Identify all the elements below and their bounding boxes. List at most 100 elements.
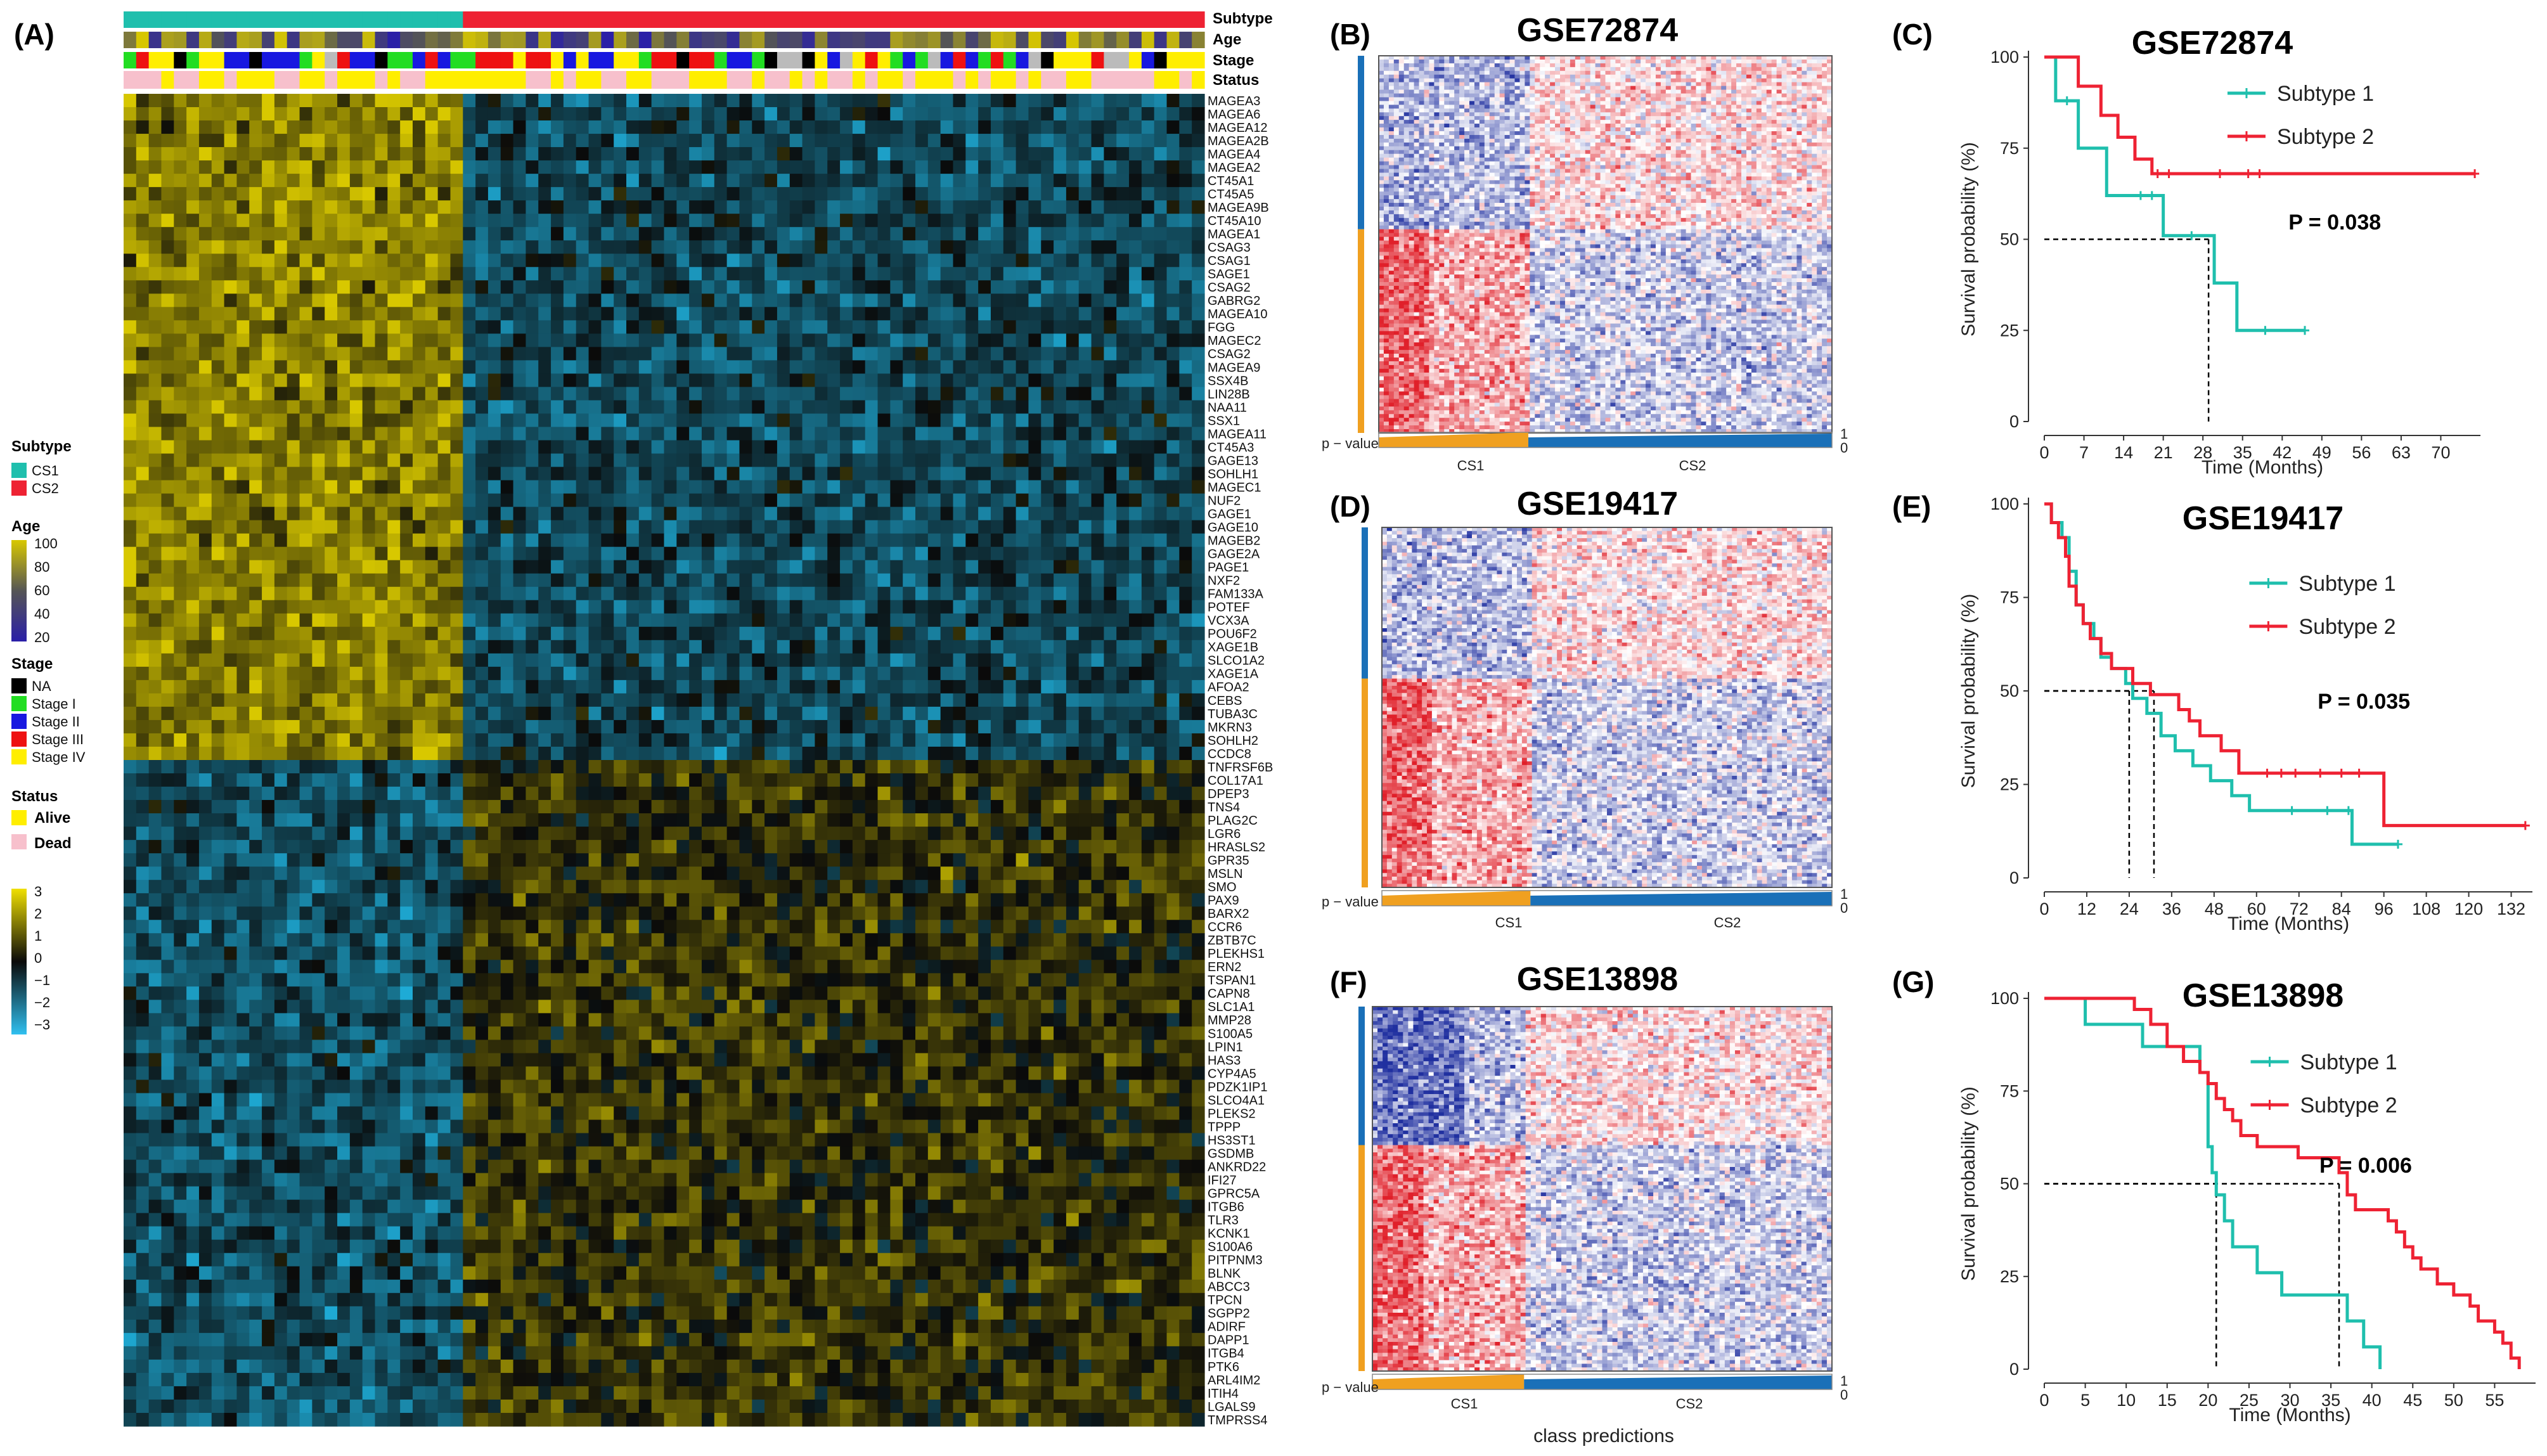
heatmap-cell xyxy=(224,107,237,121)
heatmap-cell xyxy=(1179,147,1192,161)
heatmap-cell xyxy=(488,134,501,148)
heatmap-cell xyxy=(1041,120,1054,134)
annotation-stage-cell xyxy=(953,52,965,68)
heatmap-cell xyxy=(136,134,149,148)
annotation-stage-cell xyxy=(601,52,614,68)
heatmap-cell xyxy=(425,94,438,108)
heatmap-cell xyxy=(764,120,777,134)
heatmap-cell xyxy=(1116,107,1129,121)
annotation-status-cell xyxy=(978,71,991,89)
panel-label-g: (G) xyxy=(1892,965,1934,998)
heatmap-cell xyxy=(576,147,589,161)
annotation-age-cell xyxy=(1129,32,1142,48)
heatmap-cell xyxy=(1167,174,1180,188)
annotation-stage-cell xyxy=(1179,52,1192,68)
annotation-status-cell xyxy=(664,71,677,89)
heatmap-cell xyxy=(212,94,224,108)
annotation-status-cell xyxy=(526,71,538,89)
heatmap-cell xyxy=(274,107,287,121)
heatmap-cell xyxy=(626,147,639,161)
annotation-status-cell xyxy=(915,71,928,89)
heatmap-cell xyxy=(727,160,740,174)
heatmap-cell xyxy=(965,174,978,188)
heatmap-cell xyxy=(827,160,840,174)
heatmap-cell xyxy=(714,147,727,161)
heatmap-cell xyxy=(212,187,224,201)
annotation-status-cell xyxy=(614,71,626,89)
heatmap-cell xyxy=(551,147,564,161)
heatmap-cell xyxy=(325,160,337,174)
annotation-status-cell xyxy=(1104,71,1116,89)
heatmap-cell xyxy=(790,107,803,121)
heatmap-cell xyxy=(953,94,965,108)
heatmap-cell xyxy=(915,160,928,174)
annotation-status-cell xyxy=(287,71,300,89)
heatmap-cell xyxy=(702,160,714,174)
heatmap-cell xyxy=(589,94,602,108)
heatmap-cell xyxy=(991,147,1003,161)
heatmap-cell xyxy=(224,134,237,148)
annotation-subtype-cell xyxy=(790,11,803,28)
heatmap-cell xyxy=(1054,147,1066,161)
annotation-subtype-cell xyxy=(991,11,1003,28)
heatmap-cell xyxy=(890,120,903,134)
heatmap-cell xyxy=(1003,160,1016,174)
heatmap-cell xyxy=(840,134,853,148)
heatmap-cell xyxy=(212,134,224,148)
annotation-status-cell xyxy=(224,71,237,89)
annotation-status-cell xyxy=(501,71,513,89)
heatmap-cell xyxy=(815,174,827,188)
heatmap-cell xyxy=(727,174,740,188)
heatmap-cell xyxy=(400,107,413,121)
heatmap-cell xyxy=(739,174,752,188)
heatmap-cell xyxy=(287,174,300,188)
heatmap-cell xyxy=(199,174,212,188)
annotation-stage-cell xyxy=(739,52,752,68)
heatmap-cell xyxy=(1066,160,1079,174)
annotation-subtype-cell xyxy=(739,11,752,28)
annotation-stage-cell xyxy=(1167,52,1180,68)
heatmap-cell xyxy=(903,94,915,108)
heatmap-cell xyxy=(1154,94,1167,108)
annotation-age-cell xyxy=(790,32,803,48)
heatmap-cell xyxy=(564,107,576,121)
annotation-subtype-cell xyxy=(752,11,764,28)
annotation-stage-cell xyxy=(463,52,475,68)
heatmap-cell xyxy=(664,120,677,134)
heatmap-cell xyxy=(1016,94,1029,108)
heatmap-cell xyxy=(878,174,891,188)
heatmap-cell xyxy=(614,107,626,121)
heatmap-cell xyxy=(1003,107,1016,121)
heatmap-cell xyxy=(991,174,1003,188)
annotation-status-cell xyxy=(149,71,162,89)
heatmap-cell xyxy=(815,134,827,148)
annotation-stage-cell xyxy=(652,52,664,68)
heatmap-cell xyxy=(576,134,589,148)
annotation-age-cell xyxy=(513,32,526,48)
heatmap-cell xyxy=(450,94,463,108)
annotation-subtype-cell xyxy=(865,11,878,28)
heatmap-cell xyxy=(865,107,878,121)
heatmap-cell xyxy=(764,174,777,188)
annotation-subtype-cell xyxy=(1054,11,1066,28)
heatmap-cell xyxy=(576,160,589,174)
annotation-subtype-cell xyxy=(576,11,589,28)
heatmap-cell xyxy=(149,160,162,174)
annotation-age-cell xyxy=(1003,32,1016,48)
annotation-status-cell xyxy=(991,71,1003,89)
heatmap-cell xyxy=(274,94,287,108)
annotation-age-cell xyxy=(236,32,249,48)
annotation-age-cell xyxy=(551,32,564,48)
heatmap-cell xyxy=(551,120,564,134)
heatmap-cell xyxy=(425,120,438,134)
annotation-stage-cell xyxy=(224,52,237,68)
annotation-status-cell xyxy=(325,71,337,89)
heatmap-cell xyxy=(1179,134,1192,148)
heatmap-cell xyxy=(1179,94,1192,108)
heatmap-cell xyxy=(752,94,764,108)
annotation-stage-cell xyxy=(664,52,677,68)
heatmap-cell xyxy=(1104,160,1116,174)
heatmap-cell xyxy=(639,174,652,188)
heatmap-cell xyxy=(1142,107,1154,121)
annotation-status-cell xyxy=(1154,71,1167,89)
